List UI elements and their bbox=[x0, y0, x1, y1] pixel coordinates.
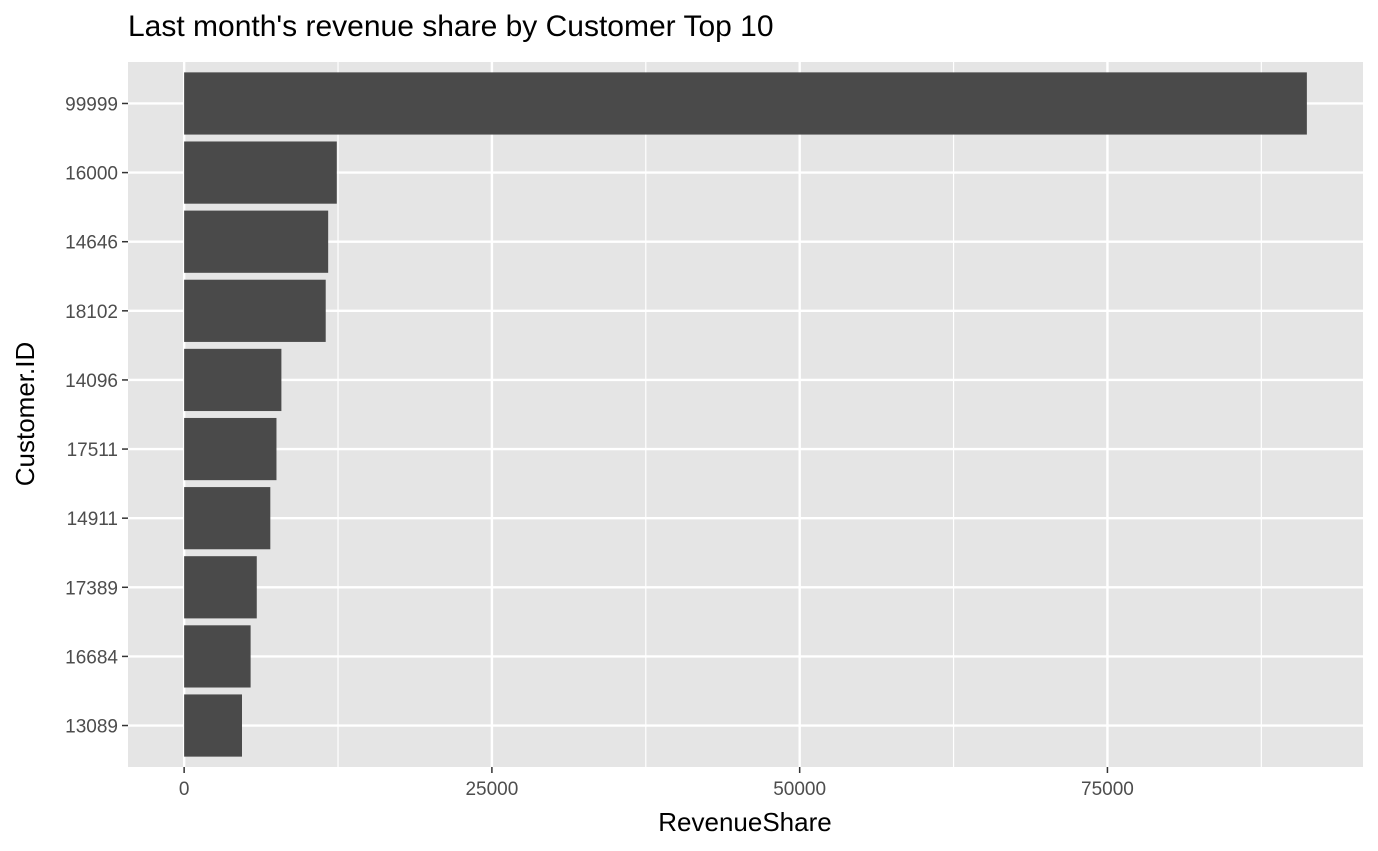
bars bbox=[184, 72, 1307, 757]
bar-14911 bbox=[184, 487, 271, 550]
y-tick-label: 99999 bbox=[65, 94, 118, 115]
y-tick-label: 14646 bbox=[65, 233, 118, 254]
x-tick-label: 0 bbox=[179, 779, 190, 800]
y-tick-label: 16684 bbox=[65, 647, 118, 668]
y-axis-title: Customer.ID bbox=[10, 342, 40, 487]
bar-16684 bbox=[184, 625, 251, 688]
y-tick-label: 17389 bbox=[65, 578, 118, 599]
y-tick-label: 14911 bbox=[67, 509, 118, 530]
y-tick-label: 13089 bbox=[65, 717, 118, 738]
minor-gridlines bbox=[337, 62, 1262, 767]
y-tick-label: 17511 bbox=[67, 440, 118, 461]
bar-13089 bbox=[184, 694, 242, 757]
bar-14646 bbox=[184, 210, 329, 273]
bar-99999 bbox=[184, 72, 1307, 135]
x-tick-label: 50000 bbox=[773, 779, 826, 800]
bar-17511 bbox=[184, 417, 277, 481]
chart-title: Last month's revenue share by Customer T… bbox=[128, 10, 774, 43]
y-tick-label: 18102 bbox=[65, 302, 118, 323]
bar-14096 bbox=[184, 348, 282, 412]
x-axis: 0 25000 50000 75000 bbox=[179, 767, 1134, 800]
x-axis-title: RevenueShare bbox=[658, 807, 831, 837]
bar-17389 bbox=[184, 556, 257, 619]
y-tick-label: 16000 bbox=[65, 164, 118, 185]
bar-18102 bbox=[184, 279, 326, 342]
x-tick-label: 75000 bbox=[1081, 779, 1134, 800]
bar-16000 bbox=[184, 141, 337, 204]
y-tick-label: 14096 bbox=[65, 371, 118, 392]
y-axis: 99999 16000 14646 18102 14096 17511 14911 17389… bbox=[65, 94, 128, 738]
x-tick-label: 25000 bbox=[465, 779, 518, 800]
